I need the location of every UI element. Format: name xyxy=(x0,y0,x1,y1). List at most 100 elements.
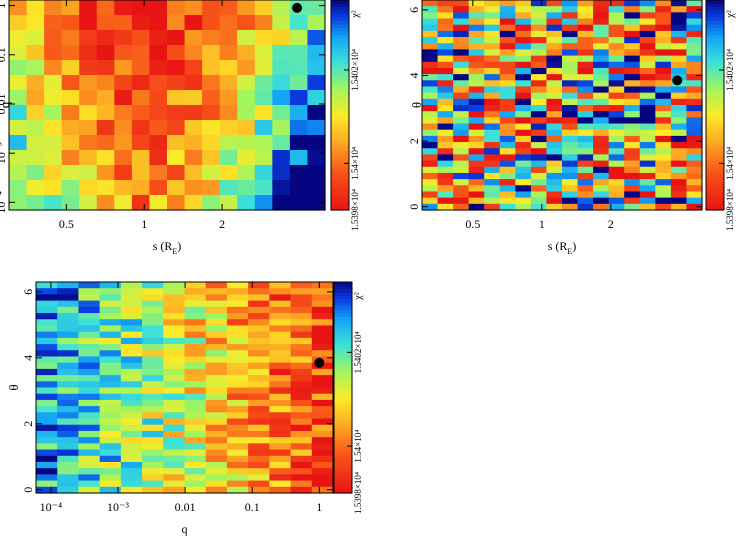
heatmap-cell xyxy=(184,45,203,61)
heatmap-cell xyxy=(437,172,454,180)
heatmap-cell xyxy=(36,486,58,494)
heatmap-cell xyxy=(120,325,143,333)
heatmap-cell xyxy=(184,449,207,457)
heatmap-cell xyxy=(468,92,485,100)
heatmap-cell xyxy=(290,300,313,308)
heatmap-cell xyxy=(453,135,470,143)
heatmap-cell xyxy=(149,0,168,16)
heatmap-cell xyxy=(226,430,249,438)
heatmap-cell xyxy=(205,418,228,426)
heatmap-cell xyxy=(269,399,292,407)
heatmap-cell xyxy=(202,75,221,91)
heatmap-cell xyxy=(57,306,80,314)
heatmap-cell xyxy=(205,412,228,420)
heatmap-cell xyxy=(624,142,641,149)
heatmap-cell xyxy=(639,67,656,75)
heatmap-cell xyxy=(57,319,80,327)
heatmap-cell xyxy=(57,424,80,432)
heatmap-cell xyxy=(184,180,203,196)
heatmap-cell xyxy=(608,80,625,88)
heatmap-cell xyxy=(36,455,58,463)
colorbar-step xyxy=(706,49,724,54)
heatmap-cell xyxy=(78,468,101,475)
panel-q_theta: 10⁻⁴ 10⁻³ 0.01 0.1 10246qθ1.5398×10⁴1.54×10⁴… xyxy=(6,281,364,536)
heatmap-cell xyxy=(120,486,143,494)
heatmap-cell xyxy=(530,105,548,112)
heatmap-cell xyxy=(686,142,703,149)
heatmap-cell xyxy=(468,166,485,174)
heatmap-cell xyxy=(202,15,221,31)
heatmap-cell xyxy=(269,437,292,444)
heatmap-cell xyxy=(219,165,238,181)
heatmap-cell xyxy=(290,418,313,426)
heatmap-cell xyxy=(61,45,80,61)
colorbar-step xyxy=(334,331,352,336)
heatmap-cell xyxy=(624,203,641,211)
heatmap-cell xyxy=(577,49,594,57)
heatmap-cell xyxy=(120,393,143,401)
heatmap-cell xyxy=(422,55,439,63)
heatmap-cell xyxy=(593,12,610,20)
colorbar-step xyxy=(331,175,349,180)
heatmap-cell xyxy=(237,15,256,31)
heatmap-cell xyxy=(686,129,703,137)
heatmap-cell xyxy=(226,461,249,469)
heatmap-cell xyxy=(205,319,228,327)
heatmap-cell xyxy=(79,165,98,181)
heatmap-cell xyxy=(149,150,168,166)
heatmap-cell xyxy=(96,30,115,46)
heatmap-cell xyxy=(593,191,610,199)
heatmap-cell xyxy=(289,195,309,211)
colorbar-step xyxy=(334,464,352,469)
heatmap-cell xyxy=(670,86,688,94)
heatmap-cell xyxy=(530,142,548,149)
heatmap-cell xyxy=(99,294,122,302)
heatmap-cell xyxy=(9,90,28,106)
heatmap-cell xyxy=(577,67,594,75)
heatmap-cell xyxy=(202,90,221,106)
heatmap-cell xyxy=(290,455,313,463)
heatmap-cell xyxy=(468,172,485,180)
heatmap-cell xyxy=(202,120,221,136)
heatmap-cell xyxy=(205,368,228,376)
heatmap-cell xyxy=(422,74,439,81)
heatmap-cell xyxy=(624,80,641,88)
heatmap-cell xyxy=(655,30,672,38)
heatmap-cell xyxy=(437,24,454,32)
heatmap-cell xyxy=(515,191,532,199)
heatmap-cell xyxy=(120,449,143,457)
heatmap-cell xyxy=(142,393,164,401)
heatmap-cell xyxy=(608,67,625,75)
heatmap-cell xyxy=(96,15,115,31)
heatmap-cell xyxy=(163,468,186,475)
heatmap-cell xyxy=(639,43,656,51)
heatmap-cell xyxy=(248,294,270,302)
heatmap-cell xyxy=(515,135,532,143)
heatmap-cell xyxy=(686,154,703,162)
colorbar-step xyxy=(331,115,349,120)
heatmap-cell xyxy=(44,150,63,166)
x-tick-label: 1 xyxy=(316,500,322,514)
heatmap-cell xyxy=(9,75,28,91)
heatmap-cell xyxy=(515,179,532,186)
heatmap-cell xyxy=(670,24,688,32)
heatmap-cell xyxy=(453,30,470,38)
heatmap-cell xyxy=(655,61,672,69)
heatmap-cell xyxy=(202,150,221,166)
heatmap-cell xyxy=(515,49,532,57)
heatmap-cell xyxy=(61,0,80,16)
heatmap-cell xyxy=(546,18,563,26)
heatmap-cell xyxy=(99,455,122,463)
heatmap-cell xyxy=(546,197,563,205)
heatmap-cell xyxy=(184,331,207,339)
heatmap-cell xyxy=(272,150,291,166)
heatmap-cell xyxy=(484,43,501,51)
heatmap-cell xyxy=(546,142,563,149)
heatmap-cell xyxy=(57,282,80,289)
heatmap-cell xyxy=(205,356,228,364)
heatmap-cell xyxy=(272,180,291,196)
heatmap-cell xyxy=(36,443,58,451)
heatmap-cell xyxy=(562,43,579,51)
heatmap-cell xyxy=(99,288,122,296)
